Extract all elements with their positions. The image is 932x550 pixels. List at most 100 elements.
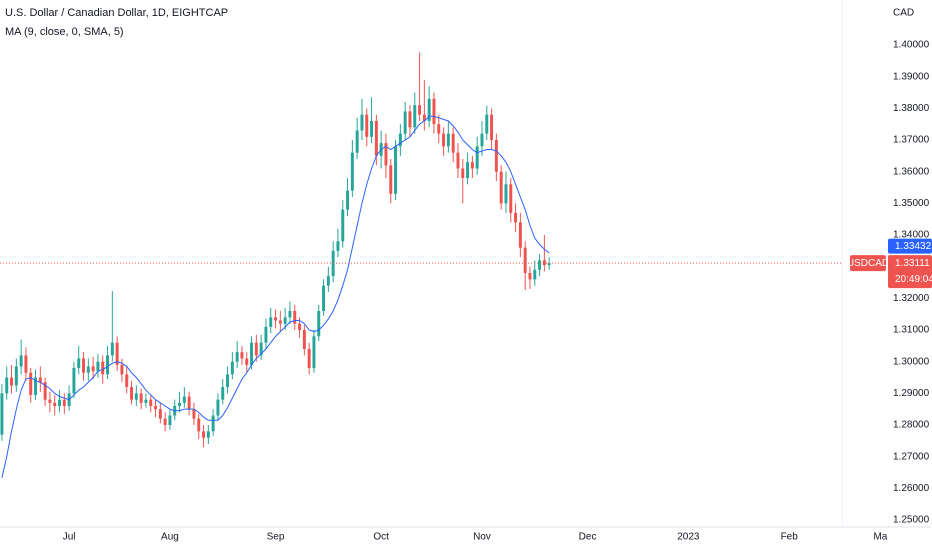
candle-body bbox=[269, 317, 273, 327]
candle-body bbox=[523, 247, 527, 274]
y-tick-label: 1.32000 bbox=[893, 293, 930, 304]
candle-body bbox=[494, 139, 498, 172]
y-tick-label: 1.39000 bbox=[893, 71, 930, 82]
y-tick-label: 1.36000 bbox=[893, 166, 930, 177]
ma-price-tag bbox=[888, 238, 932, 254]
candle-body bbox=[19, 355, 23, 367]
y-tick-label: 1.35000 bbox=[893, 198, 930, 209]
candle-body bbox=[326, 276, 330, 286]
candle-body bbox=[317, 311, 321, 337]
candle-body bbox=[470, 162, 474, 169]
candle-body bbox=[547, 263, 551, 266]
candle-body bbox=[374, 120, 378, 156]
y-tick-label: 1.34000 bbox=[893, 230, 930, 241]
candle-body bbox=[250, 342, 254, 365]
y-tick-label: 1.38000 bbox=[893, 103, 930, 114]
candle-body bbox=[346, 190, 350, 210]
y-tick-label: 1.27000 bbox=[893, 451, 930, 462]
candle-body bbox=[490, 114, 494, 140]
y-tick-label: 1.30000 bbox=[893, 356, 930, 367]
candle-body bbox=[422, 114, 426, 121]
candle-body bbox=[158, 409, 162, 419]
candle-body bbox=[72, 368, 76, 394]
candle-body bbox=[456, 152, 460, 169]
candle-body bbox=[288, 311, 292, 318]
x-tick-label: Feb bbox=[781, 532, 799, 543]
candle-body bbox=[43, 382, 47, 400]
candle-body bbox=[178, 402, 182, 407]
y-tick-label: 1.28000 bbox=[893, 420, 930, 431]
candle-body bbox=[149, 399, 153, 407]
candle-body bbox=[226, 374, 230, 388]
candle-body bbox=[134, 393, 138, 400]
candle-body bbox=[48, 399, 52, 403]
candle-body bbox=[5, 377, 9, 394]
candle-body bbox=[259, 342, 263, 356]
x-tick-label: Aug bbox=[161, 532, 179, 543]
candle-body bbox=[514, 212, 518, 223]
candle-body bbox=[187, 396, 191, 410]
candle-body bbox=[389, 165, 393, 194]
candle-body bbox=[480, 133, 484, 147]
candle-body bbox=[312, 336, 316, 369]
candle-body bbox=[302, 330, 306, 350]
candle-body bbox=[427, 98, 431, 121]
candle-body bbox=[91, 366, 95, 372]
candle-body bbox=[130, 387, 134, 400]
candle-body bbox=[437, 124, 441, 134]
candle-body bbox=[96, 361, 100, 372]
candle-body bbox=[245, 358, 249, 365]
candle-body bbox=[82, 358, 86, 373]
candle-body bbox=[278, 320, 282, 324]
candle-body bbox=[77, 358, 81, 369]
candle-body bbox=[370, 120, 374, 137]
candle-body bbox=[206, 431, 210, 438]
candle-body bbox=[413, 105, 417, 128]
candle-body bbox=[221, 387, 225, 400]
chart-title: U.S. Dollar / Canadian Dollar, 1D, EIGHT… bbox=[5, 7, 228, 19]
candle-body bbox=[216, 399, 220, 416]
candle-body bbox=[24, 355, 28, 373]
candle-body bbox=[283, 317, 287, 324]
candle-body bbox=[110, 342, 114, 356]
candle-body bbox=[394, 146, 398, 194]
candle-body bbox=[398, 133, 402, 147]
countdown-label: 20:49:04 bbox=[895, 274, 932, 285]
x-tick-label: Jul bbox=[63, 532, 76, 543]
candle-body bbox=[58, 399, 62, 407]
candle-body bbox=[341, 209, 345, 242]
candle-body bbox=[101, 361, 105, 375]
candle-body bbox=[533, 269, 537, 280]
candle-body bbox=[355, 130, 359, 153]
plot-area bbox=[0, 52, 551, 479]
candle-body bbox=[384, 143, 388, 166]
moving-average-line bbox=[1, 115, 550, 479]
candle-body bbox=[466, 162, 470, 178]
candle-body bbox=[451, 133, 455, 153]
candle-body bbox=[34, 377, 38, 395]
candle-body bbox=[125, 374, 129, 388]
candle-body bbox=[139, 393, 143, 403]
candle-body bbox=[418, 105, 422, 115]
last-price-label: 1.33111 bbox=[895, 258, 930, 269]
candle-body bbox=[307, 349, 311, 369]
candle-body bbox=[403, 111, 407, 134]
candle-body bbox=[86, 366, 90, 373]
candle-body bbox=[446, 133, 450, 147]
candle-body bbox=[499, 171, 503, 204]
candle-body bbox=[442, 133, 446, 147]
last-price-tag bbox=[888, 255, 932, 289]
candle-body bbox=[115, 342, 119, 365]
y-tick-label: 1.26000 bbox=[893, 483, 930, 494]
candle-body bbox=[518, 222, 522, 248]
candle-body bbox=[144, 399, 148, 403]
candle-body bbox=[10, 377, 14, 386]
candle-body bbox=[528, 273, 532, 280]
y-tick-label: 1.37000 bbox=[893, 135, 930, 146]
candle-body bbox=[53, 402, 57, 407]
candle-body bbox=[29, 372, 33, 395]
candle-body bbox=[264, 326, 268, 343]
candle-body bbox=[14, 366, 18, 386]
candle-body bbox=[0, 393, 4, 435]
